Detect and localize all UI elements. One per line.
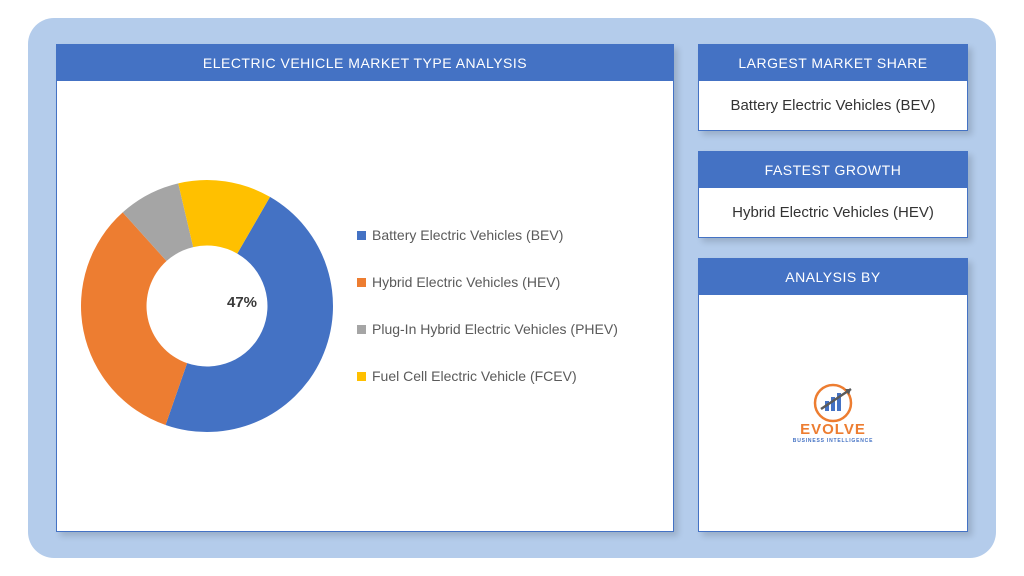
legend-swatch [357, 325, 366, 334]
legend-item: Plug-In Hybrid Electric Vehicles (PHEV) [357, 320, 653, 339]
legend-label: Plug-In Hybrid Electric Vehicles (PHEV) [372, 320, 618, 339]
legend-swatch [357, 372, 366, 381]
side-cards: LARGEST MARKET SHARE Battery Electric Ve… [698, 44, 968, 532]
main-chart-title: ELECTRIC VEHICLE MARKET TYPE ANALYSIS [57, 45, 673, 81]
largest-share-body: Battery Electric Vehicles (BEV) [699, 81, 967, 130]
legend-item: Fuel Cell Electric Vehicle (FCEV) [357, 367, 653, 386]
fastest-growth-body: Hybrid Electric Vehicles (HEV) [699, 188, 967, 237]
largest-share-header: LARGEST MARKET SHARE [699, 45, 967, 81]
legend-label: Fuel Cell Electric Vehicle (FCEV) [372, 367, 577, 386]
evolve-logo-text: EVOLVE [800, 421, 866, 438]
legend-item: Battery Electric Vehicles (BEV) [357, 226, 653, 245]
legend-label: Battery Electric Vehicles (BEV) [372, 226, 563, 245]
analysis-by-card: ANALYSIS BY EVOLVE BUSINES [698, 258, 968, 532]
legend-label: Hybrid Electric Vehicles (HEV) [372, 273, 560, 292]
donut-callout-label: 47% [227, 294, 257, 311]
evolve-logo-subtext: BUSINESS INTELLIGENCE [793, 438, 873, 444]
fastest-growth-header: FASTEST GROWTH [699, 152, 967, 188]
legend-swatch [357, 231, 366, 240]
dashboard-frame: ELECTRIC VEHICLE MARKET TYPE ANALYSIS 47… [28, 18, 996, 558]
legend-item: Hybrid Electric Vehicles (HEV) [357, 273, 653, 292]
main-chart-panel: ELECTRIC VEHICLE MARKET TYPE ANALYSIS 47… [56, 44, 674, 532]
evolve-logo: EVOLVE BUSINESS INTELLIGENCE [793, 383, 873, 444]
analysis-by-header: ANALYSIS BY [699, 259, 967, 295]
largest-share-card: LARGEST MARKET SHARE Battery Electric Ve… [698, 44, 968, 131]
legend-swatch [357, 278, 366, 287]
analysis-by-body: EVOLVE BUSINESS INTELLIGENCE [699, 295, 967, 531]
evolve-logo-icon [803, 383, 863, 423]
donut-chart: 47% [67, 166, 347, 446]
fastest-growth-card: FASTEST GROWTH Hybrid Electric Vehicles … [698, 151, 968, 238]
chart-body: 47% Battery Electric Vehicles (BEV) Hybri… [57, 81, 673, 531]
chart-legend: Battery Electric Vehicles (BEV) Hybrid El… [347, 206, 653, 406]
